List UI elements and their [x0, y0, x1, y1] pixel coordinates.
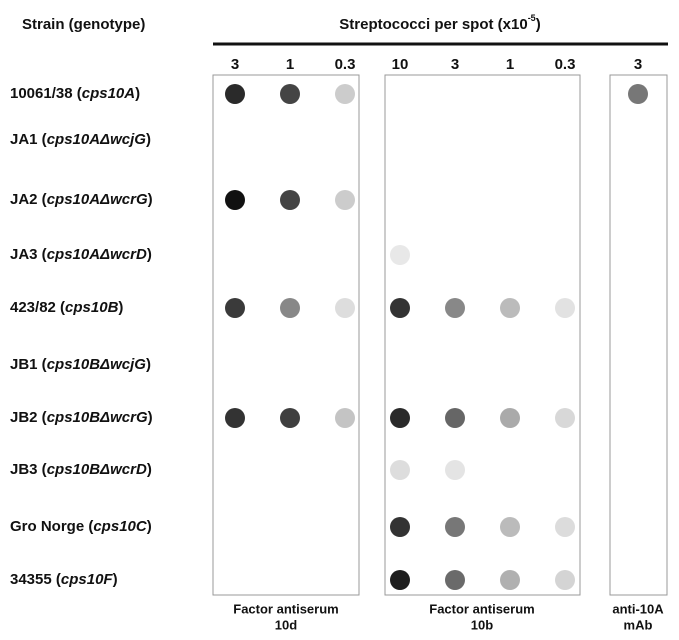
genotype: cps10AΔwcjG: [47, 131, 147, 148]
panel-label: 10d: [275, 617, 297, 632]
strain-name: 34355 (: [10, 571, 61, 588]
dot: [500, 408, 520, 428]
strain-label: 10061/38 (cps10A): [10, 85, 140, 102]
strain-name: JB3 (: [10, 461, 47, 478]
panel-frame: [385, 75, 580, 595]
genotype: cps10AΔwcrD: [47, 246, 147, 263]
strain-name: JA1 (: [10, 131, 47, 148]
dot: [390, 570, 410, 590]
column-label: 0.3: [335, 56, 356, 73]
panel-label: 10b: [471, 617, 493, 632]
dot: [445, 298, 465, 318]
column-label: 0.3: [555, 56, 576, 73]
page: Strain (genotype) Streptococci per spot …: [0, 0, 679, 640]
strain-close: ): [147, 246, 152, 263]
strain-label: JB1 (cps10BΔwcjG): [10, 356, 151, 373]
dot: [445, 408, 465, 428]
strain-close: ): [147, 518, 152, 535]
strain-label: JA1 (cps10AΔwcjG): [10, 131, 151, 148]
panel-label: mAb: [624, 617, 653, 632]
spot-title: Streptococci per spot (x10-5): [339, 13, 540, 33]
strain-close: ): [146, 356, 151, 373]
column-label: 3: [231, 56, 239, 73]
strain-close: ): [148, 191, 153, 208]
dot: [445, 460, 465, 480]
dot: [500, 298, 520, 318]
spot-title-end: ): [536, 16, 541, 33]
dot: [555, 408, 575, 428]
column-label: 1: [506, 56, 514, 73]
dot: [500, 570, 520, 590]
dot: [390, 298, 410, 318]
strain-title: Strain (genotype): [22, 16, 145, 33]
strain-name: JB1 (: [10, 356, 47, 373]
dot: [335, 408, 355, 428]
strain-label: JA2 (cps10AΔwcrG): [10, 191, 153, 208]
strain-label: 423/82 (cps10B): [10, 299, 123, 316]
dot: [628, 84, 648, 104]
dot: [225, 190, 245, 210]
panel-label: Factor antiserum: [233, 601, 338, 616]
genotype: cps10BΔwcrD: [47, 461, 147, 478]
strain-close: ): [118, 299, 123, 316]
dot: [280, 408, 300, 428]
spot-title-main: Streptococci per spot (x10: [339, 16, 527, 33]
column-label: 10: [392, 56, 409, 73]
genotype: cps10A: [82, 85, 135, 102]
dot: [390, 408, 410, 428]
spot-title-exp: -5: [528, 13, 536, 23]
figure: Strain (genotype) Streptococci per spot …: [0, 0, 679, 640]
dot: [445, 517, 465, 537]
dot: [225, 298, 245, 318]
dot: [555, 570, 575, 590]
panel-frame: [610, 75, 667, 595]
strain-name: 423/82 (: [10, 299, 65, 316]
panel-frame: [213, 75, 359, 595]
panel-label: Factor antiserum: [429, 601, 534, 616]
genotype: cps10C: [93, 518, 148, 535]
strain-close: ): [146, 131, 151, 148]
dot: [390, 245, 410, 265]
strain-label: JB3 (cps10BΔwcrD): [10, 461, 152, 478]
dot: [555, 517, 575, 537]
dot: [335, 298, 355, 318]
strain-close: ): [135, 85, 140, 102]
column-label: 3: [634, 56, 642, 73]
strain-name: JA2 (: [10, 191, 47, 208]
strain-name: 10061/38 (: [10, 85, 82, 102]
genotype: cps10AΔwcrG: [47, 191, 148, 208]
dot: [280, 84, 300, 104]
dot: [555, 298, 575, 318]
strain-name: JA3 (: [10, 246, 47, 263]
strain-close: ): [147, 461, 152, 478]
genotype: cps10BΔwcrG: [47, 409, 148, 426]
dot: [280, 190, 300, 210]
strain-label: JB2 (cps10BΔwcrG): [10, 409, 153, 426]
strain-name: JB2 (: [10, 409, 47, 426]
strain-label: JA3 (cps10AΔwcrD): [10, 246, 152, 263]
dot: [335, 190, 355, 210]
genotype: cps10BΔwcjG: [47, 356, 147, 373]
strain-close: ): [148, 409, 153, 426]
genotype: cps10B: [65, 299, 119, 316]
column-label: 3: [451, 56, 459, 73]
dot: [335, 84, 355, 104]
dot: [390, 460, 410, 480]
column-label: 1: [286, 56, 294, 73]
strain-close: ): [113, 571, 118, 588]
strain-name: Gro Norge (: [10, 518, 93, 535]
dot: [280, 298, 300, 318]
dot: [390, 517, 410, 537]
dot: [225, 84, 245, 104]
strain-label: Gro Norge (cps10C): [10, 518, 152, 535]
dot: [500, 517, 520, 537]
panel-label: anti-10A: [612, 601, 664, 616]
dot: [445, 570, 465, 590]
genotype: cps10F: [61, 571, 114, 588]
strain-label: 34355 (cps10F): [10, 571, 118, 588]
dot: [225, 408, 245, 428]
